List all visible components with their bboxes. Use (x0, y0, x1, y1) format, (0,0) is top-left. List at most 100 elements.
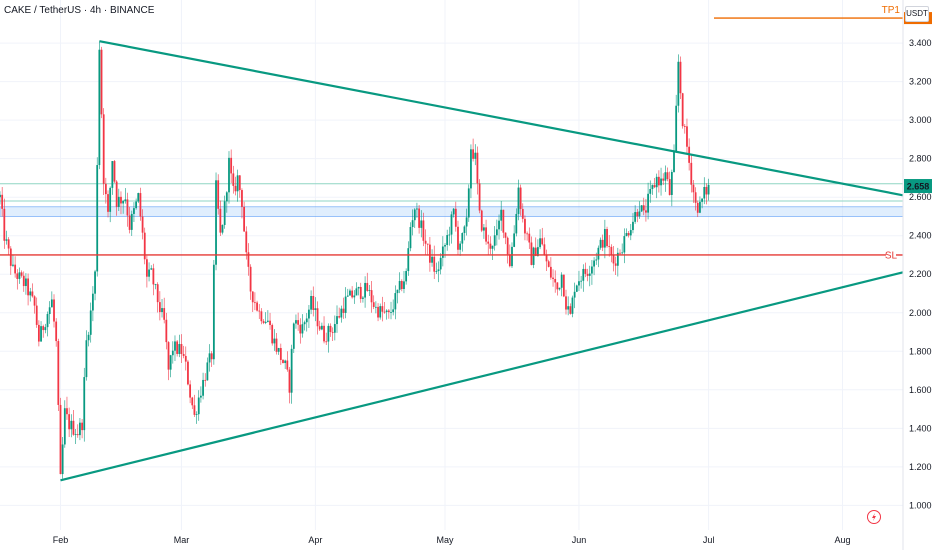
candle-body (50, 299, 53, 308)
candle-body (418, 208, 420, 228)
candle-body (193, 405, 196, 415)
candle-body (390, 312, 392, 313)
candle-body (247, 252, 250, 267)
candle-body (204, 379, 207, 381)
candle-body (176, 341, 179, 354)
candle-body (14, 264, 17, 274)
candle-body (137, 193, 140, 202)
candle-body (156, 284, 159, 303)
price-tick-label: 2.600 (909, 192, 932, 202)
candle-body (87, 334, 90, 341)
candle-body (446, 235, 449, 246)
candle-body (312, 296, 315, 310)
lightning-icon[interactable] (867, 510, 881, 524)
candle-body (27, 278, 29, 296)
candle-body (72, 420, 75, 435)
time-axis[interactable]: Feb Mar Apr May Jun Jul Aug (53, 535, 851, 545)
candle-body (327, 325, 330, 342)
candle-body (448, 234, 451, 236)
candle-body (495, 229, 498, 236)
candle-body (675, 105, 678, 152)
candle-body (102, 114, 105, 184)
candle-body (104, 183, 107, 195)
candle-body (452, 208, 455, 215)
candle-body (124, 199, 127, 202)
candle-body (420, 220, 423, 228)
candle-body (169, 355, 172, 370)
upper-trendline[interactable] (99, 40, 904, 197)
candle-body (122, 201, 125, 204)
candle-body (645, 210, 647, 213)
candle-body (107, 194, 109, 212)
candle-body (61, 444, 64, 475)
candle-body (681, 93, 684, 127)
candle-body (606, 229, 608, 247)
candle-body (519, 187, 522, 209)
candle-body (392, 309, 395, 313)
price-axis[interactable]: 3.400 3.200 3.000 2.800 2.600 2.400 2.200 2.000… (909, 38, 932, 510)
candle-body (357, 286, 360, 289)
candle-body (236, 175, 239, 192)
candle-body (42, 326, 45, 331)
candle-body (12, 264, 14, 266)
price-tick-label: 3.000 (909, 115, 932, 125)
candle-body (638, 211, 641, 217)
candle-body (480, 210, 483, 231)
price-tick-label: 2.000 (909, 308, 932, 318)
candle-body (141, 216, 144, 233)
time-tick-label: Jul (703, 535, 715, 545)
lower-trendline[interactable] (60, 271, 904, 482)
candle-body (91, 293, 94, 311)
candle-body (580, 280, 583, 282)
candle-body (191, 397, 194, 406)
candle-body (310, 296, 312, 310)
candle-body (249, 266, 252, 292)
candle-body (498, 220, 500, 230)
candle-body (342, 308, 345, 313)
candle-body (98, 49, 101, 166)
candle-body (74, 434, 77, 436)
candle-body (152, 268, 155, 285)
candle-body (707, 184, 710, 195)
candle-body (187, 361, 189, 385)
candle-body (76, 434, 79, 436)
candle-body (526, 233, 529, 235)
candle-body (20, 272, 23, 276)
candle-body (37, 324, 40, 342)
candle-body (623, 236, 626, 253)
candle-body (264, 321, 267, 323)
candle-body (290, 348, 293, 393)
candle-body (649, 189, 652, 194)
quote-currency-button[interactable]: USDT (905, 6, 929, 22)
time-tick-label: Apr (308, 535, 322, 545)
candle-body (234, 185, 237, 192)
candle-body (627, 233, 630, 236)
candle-body (318, 326, 321, 330)
candle-body (625, 233, 628, 237)
candle-body (435, 271, 438, 272)
candle-body (145, 259, 148, 277)
candle-body (457, 226, 459, 250)
candle-body (16, 273, 19, 279)
candle-body (517, 187, 520, 214)
candle-body (556, 282, 559, 290)
candle-body (100, 49, 103, 115)
candle-body (686, 126, 688, 147)
candle-body (636, 212, 639, 217)
candle-body (94, 271, 96, 294)
candle-body (53, 299, 55, 322)
last-price-label: 2.658 (907, 182, 930, 192)
candle-body (301, 324, 304, 334)
candle-body (81, 422, 83, 431)
candle-body (89, 310, 92, 335)
candle-body (303, 322, 306, 325)
candle-body (180, 344, 183, 355)
candle-body (528, 233, 531, 243)
candle-body (292, 323, 295, 349)
candle-body (241, 190, 243, 207)
candle-body (0, 194, 1, 198)
candle-body (329, 325, 332, 332)
candle-body (1, 194, 4, 209)
candle-body (297, 320, 300, 325)
